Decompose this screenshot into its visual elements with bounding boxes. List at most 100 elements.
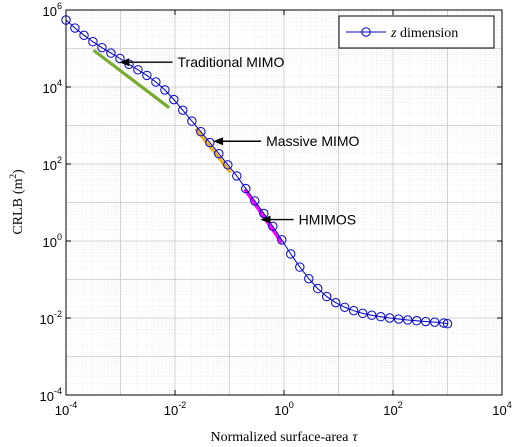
data-point xyxy=(70,23,80,33)
data-point xyxy=(286,249,296,259)
slope-segment xyxy=(92,48,171,109)
data-point xyxy=(142,70,152,81)
slope-segment xyxy=(243,188,283,244)
data-point xyxy=(367,310,377,320)
data-point xyxy=(442,319,453,329)
y-tick-label-base: 10 xyxy=(40,312,54,327)
legend-entry: z dimension xyxy=(390,26,458,41)
annotation-label: Massive MIMO xyxy=(266,133,359,149)
data-point xyxy=(133,65,143,75)
y-tick-label-exponent: 0 xyxy=(57,232,62,242)
x-tick-label-base: 10 xyxy=(383,403,397,418)
data-point xyxy=(115,53,125,64)
x-tick-label-base: 10 xyxy=(164,403,178,418)
legend-label: dimension xyxy=(396,26,458,41)
annotation-label: Traditional MIMO xyxy=(178,54,285,70)
annotation-arrow-head xyxy=(260,215,271,224)
data-point xyxy=(178,105,188,115)
x-tick-label: 104 xyxy=(492,400,511,418)
data-point xyxy=(187,116,197,126)
data-point xyxy=(393,314,404,324)
annotation-label: HMIMOS xyxy=(299,212,357,228)
data-point xyxy=(160,85,170,95)
data-point xyxy=(340,302,350,312)
y-tick-label: 10-4 xyxy=(40,386,62,404)
y-axis-label-unit-close: ) xyxy=(11,169,26,174)
data-point xyxy=(250,196,260,206)
x-tick-label-exponent: -2 xyxy=(178,400,186,410)
data-point xyxy=(304,273,314,284)
annotation-arrow-head xyxy=(119,58,130,67)
data-point xyxy=(429,317,440,327)
x-axis-label-text: Normalized surface-area xyxy=(211,430,350,445)
data-point xyxy=(97,42,107,53)
data-point xyxy=(223,160,233,170)
data-point xyxy=(241,183,251,194)
legend-symbol: z xyxy=(390,26,397,41)
y-tick-label-base: 10 xyxy=(40,389,54,404)
data-point xyxy=(411,316,422,326)
x-tick-label: 10-4 xyxy=(55,400,77,418)
y-tick-label-base: 10 xyxy=(43,4,57,19)
legend-marker xyxy=(361,27,371,37)
y-tick-label-base: 10 xyxy=(43,158,57,173)
annotations: Traditional MIMO Massive MIMO HMIMOS xyxy=(119,54,360,228)
y-tick-label: 10-2 xyxy=(40,309,62,327)
x-tick-label-base: 10 xyxy=(55,403,69,418)
x-axis-label-symbol: τ xyxy=(352,430,358,445)
data-point xyxy=(88,37,98,47)
x-tick-label: 10-2 xyxy=(164,400,186,418)
axis-ticks xyxy=(65,9,503,396)
data-point xyxy=(205,137,215,148)
y-tick-label: 102 xyxy=(43,155,62,173)
y-tick-label: 104 xyxy=(43,78,62,96)
legend-box xyxy=(338,15,495,49)
y-tick-label-exponent: 4 xyxy=(57,78,62,88)
y-axis-label-unit: (m xyxy=(11,178,26,194)
data-point xyxy=(420,316,431,327)
y-axis-label-unit-sup: 2 xyxy=(8,174,18,179)
data-point xyxy=(402,315,413,325)
x-tick-labels: 10-4 10-2 100 102 104 xyxy=(55,400,512,418)
series-layer xyxy=(61,15,453,329)
series-line xyxy=(65,19,448,325)
x-tick-label-exponent: 0 xyxy=(289,400,294,410)
y-axis-label-text: CRLB xyxy=(11,198,26,235)
data-point xyxy=(169,94,179,105)
y-tick-label-exponent: -2 xyxy=(54,309,62,319)
x-tick-label: 100 xyxy=(274,400,293,418)
data-point xyxy=(331,297,341,308)
y-axis-label: CRLB (m2) xyxy=(8,169,26,235)
data-point xyxy=(376,312,386,322)
data-point xyxy=(151,77,161,87)
y-tick-label-base: 10 xyxy=(43,235,57,250)
x-tick-label-exponent: 4 xyxy=(507,400,512,410)
x-tick-label: 102 xyxy=(383,400,402,418)
data-point xyxy=(259,208,269,219)
y-tick-label-exponent: 2 xyxy=(57,155,62,165)
data-point xyxy=(348,305,359,316)
data-point xyxy=(358,308,368,319)
data-point xyxy=(295,262,305,272)
y-tick-label-exponent: -4 xyxy=(54,386,62,396)
data-point xyxy=(277,235,287,245)
data-point xyxy=(438,318,449,328)
data-point xyxy=(322,291,332,302)
y-tick-label-base: 10 xyxy=(43,81,57,96)
x-axis-label: Normalized surface-area τ xyxy=(211,430,359,445)
x-tick-label-exponent: 2 xyxy=(398,400,403,410)
x-tick-label-exponent: -4 xyxy=(69,400,77,410)
y-tick-label: 106 xyxy=(43,1,62,19)
y-tick-label-exponent: 6 xyxy=(57,1,62,11)
data-point xyxy=(313,283,323,294)
data-point xyxy=(196,127,206,137)
data-point xyxy=(106,48,116,58)
data-point xyxy=(214,149,224,159)
legend: z dimension xyxy=(338,15,495,49)
data-point xyxy=(79,30,89,41)
y-tick-label: 100 xyxy=(43,232,62,250)
annotation-arrow-head xyxy=(213,137,224,146)
data-point xyxy=(232,171,242,181)
